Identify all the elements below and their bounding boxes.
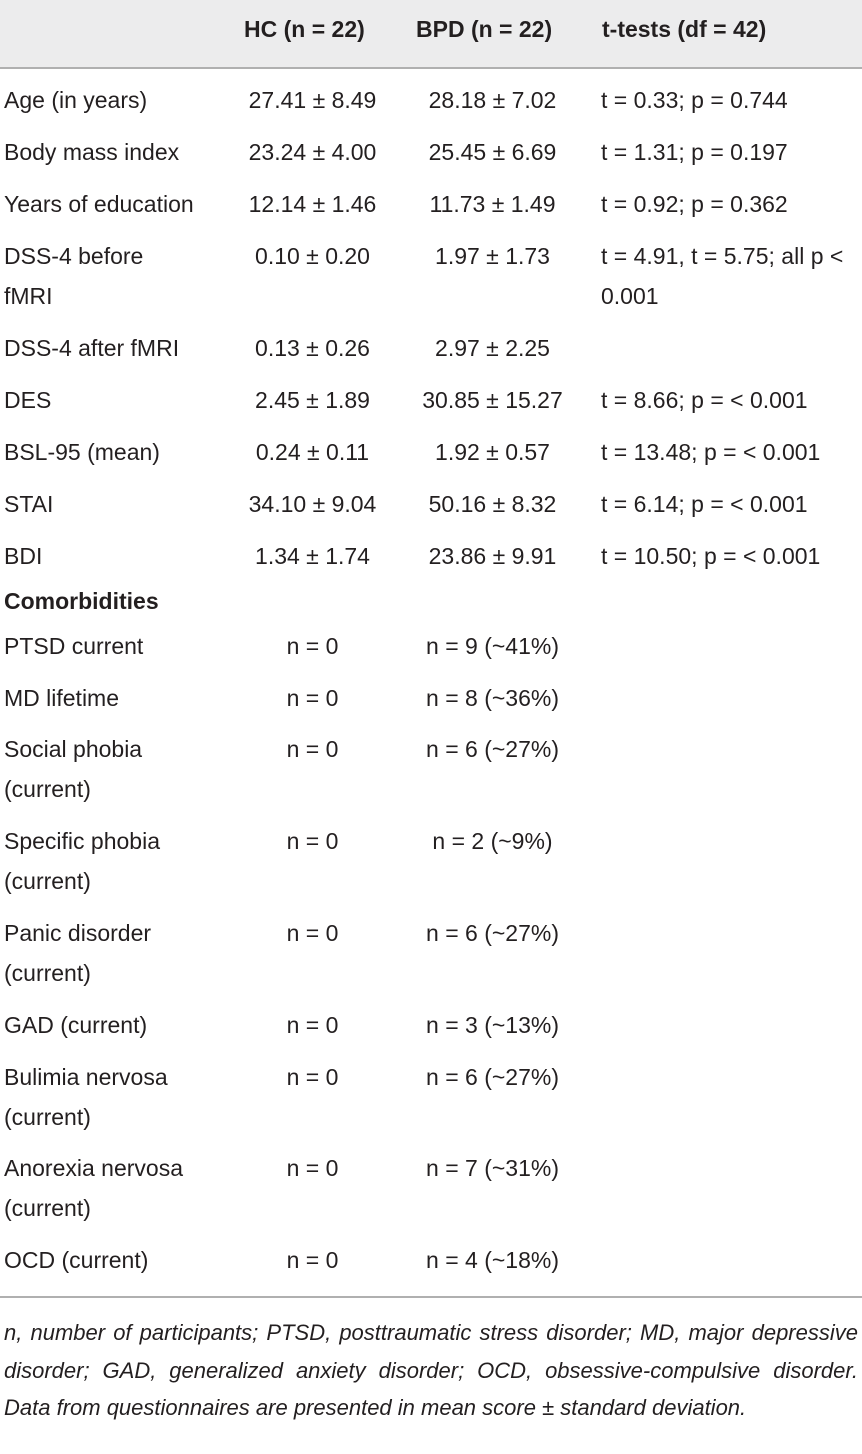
bpd-value: 1.97 ± 1.73 [435,243,550,269]
hc-value: 34.10 ± 9.04 [248,491,377,517]
row-label: DSS-4 after fMRI [4,335,180,361]
bpd-value: n = 8 (~36%) [426,685,559,711]
hc-value: n = 0 [286,920,339,946]
row-label: STAI [4,491,54,517]
row-label: PTSD current [4,633,144,659]
hc-value: n = 0 [286,633,339,659]
row-label: Specific phobia (current) [4,828,160,894]
column-header-ttests: t-tests (df = 42) [602,16,767,42]
row-label: GAD (current) [4,1012,148,1038]
bpd-value: n = 2 (~9%) [432,828,553,854]
column-header-bpd: BPD (n = 22) [416,16,553,42]
row-label: Anorexia nervosa (current) [4,1155,183,1221]
row-label: Body mass index [4,139,180,165]
hc-value: n = 0 [286,1247,339,1273]
ttest-value: t = 0.33; p = 0.744 [601,87,788,113]
hc-value: 0.10 ± 0.20 [255,243,370,269]
column-header-hc: HC (n = 22) [244,16,365,42]
bpd-value: 23.86 ± 9.91 [428,543,557,569]
ttest-value: t = 10.50; p = < 0.001 [601,543,821,569]
hc-value: n = 0 [286,828,339,854]
hc-value: n = 0 [286,1155,339,1181]
bpd-value: n = 4 (~18%) [426,1247,559,1273]
bpd-value: n = 6 (~27%) [426,920,559,946]
row-label: Panic disorder (current) [4,920,152,986]
hc-value: n = 0 [286,736,339,762]
header-divider [0,67,862,69]
hc-value: 27.41 ± 8.49 [248,87,377,113]
row-label: DES [4,387,52,413]
row-label: Years of education [4,191,194,217]
bpd-value: 50.16 ± 8.32 [428,491,557,517]
bpd-value: n = 6 (~27%) [426,736,559,762]
ttest-value: t = 1.31; p = 0.197 [601,139,788,165]
row-label: Social phobia (current) [4,736,143,802]
bpd-value: 28.18 ± 7.02 [428,87,557,113]
ttest-value: t = 6.14; p = < 0.001 [601,491,808,517]
bpd-value: 11.73 ± 1.49 [429,191,556,217]
comorbidities-heading: Comorbidities [4,588,159,614]
hc-value: 0.13 ± 0.26 [255,335,370,361]
hc-value: n = 0 [286,1064,339,1090]
bpd-value: 30.85 ± 15.27 [422,387,563,413]
hc-value: n = 0 [286,685,339,711]
row-label: BSL-95 (mean) [4,439,160,465]
bpd-value: 2.97 ± 2.25 [435,335,550,361]
bpd-value: 1.92 ± 0.57 [435,439,550,465]
bpd-value: n = 3 (~13%) [426,1012,559,1038]
hc-value: 1.34 ± 1.74 [255,543,370,569]
hc-value: 12.14 ± 1.46 [248,191,377,217]
row-label: Bulimia nervosa (current) [4,1064,168,1130]
table-footnote: n, number of participants; PTSD, posttra… [4,1320,858,1420]
hc-value: 0.24 ± 0.11 [255,439,370,465]
hc-value: n = 0 [286,1012,339,1038]
bpd-value: 25.45 ± 6.69 [428,139,557,165]
table-header [0,0,862,67]
row-label: Age (in years) [4,87,148,113]
hc-value: 23.24 ± 4.00 [248,139,377,165]
row-label: DSS-4 before fMRI [4,243,144,309]
ttest-value: t = 8.66; p = < 0.001 [601,387,808,413]
row-label: OCD (current) [4,1247,149,1273]
footer-divider [0,1296,862,1298]
bpd-value: n = 9 (~41%) [426,633,559,659]
row-label: MD lifetime [4,685,120,711]
row-label: BDI [4,543,43,569]
ttest-value: t = 0.92; p = 0.362 [601,191,788,217]
bpd-value: n = 7 (~31%) [426,1155,559,1181]
ttest-value: t = 13.48; p = < 0.001 [601,439,821,465]
hc-value: 2.45 ± 1.89 [255,387,370,413]
ttest-value: t = 4.91, t = 5.75; all p < 0.001 [601,243,844,309]
bpd-value: n = 6 (~27%) [426,1064,559,1090]
